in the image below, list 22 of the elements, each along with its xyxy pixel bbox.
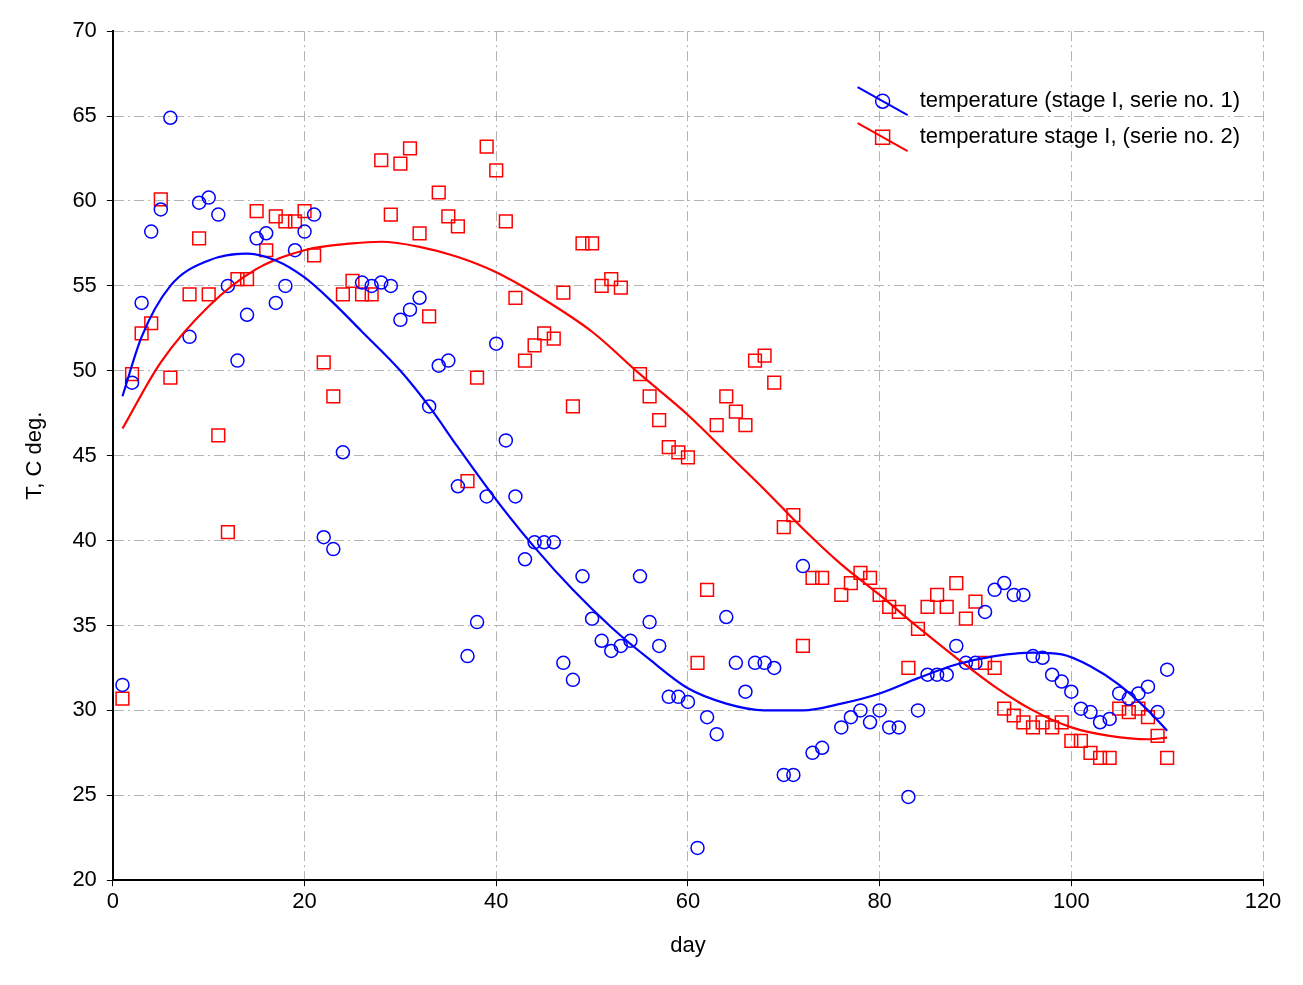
x-tick-label: 0: [106, 888, 119, 914]
x-tick-label: 40: [484, 888, 509, 914]
x-tick-label: 120: [1244, 888, 1282, 914]
y-axis-title: T, C deg.: [21, 411, 47, 500]
y-tick-label: 25: [72, 781, 97, 807]
x-tick-label: 100: [1052, 888, 1090, 914]
y-tick-label: 30: [72, 696, 97, 722]
x-tick-label: 60: [675, 888, 701, 914]
y-tick-label: 65: [72, 102, 97, 128]
y-tick-label: 45: [72, 441, 97, 467]
y-tick-label: 70: [72, 17, 97, 43]
y-tick-label: 55: [72, 271, 97, 297]
y-tick-label: 50: [72, 356, 97, 382]
legend-label: temperature (stage I, serie no. 1): [919, 87, 1240, 113]
y-tick-label: 35: [72, 611, 97, 637]
y-tick-label: 20: [72, 866, 97, 892]
y-tick-label: 40: [72, 526, 97, 552]
y-tick-label: 60: [72, 187, 97, 213]
x-tick-label: 20: [292, 888, 317, 914]
x-tick-label: 80: [867, 888, 892, 914]
x-axis-title: day: [670, 931, 706, 957]
legend-label: temperature stage I, (serie no. 2): [919, 123, 1240, 149]
